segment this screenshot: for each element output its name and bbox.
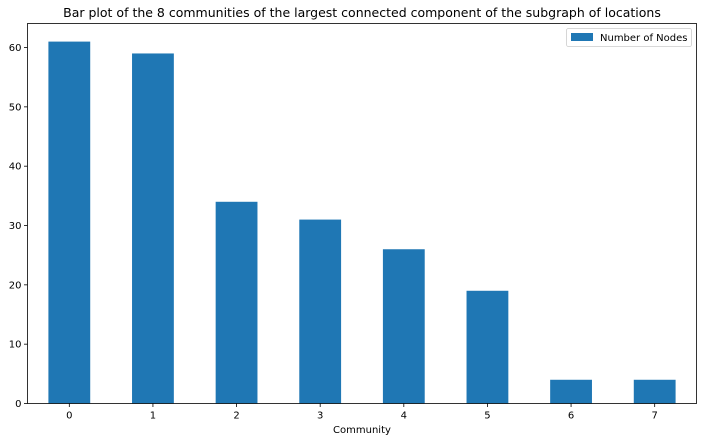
plot-frame: [27, 23, 697, 404]
x-tick-label: 6: [568, 411, 574, 422]
legend-label: Number of Nodes: [600, 33, 687, 44]
bar-community-4: [382, 249, 425, 404]
x-tick-label: 2: [233, 411, 239, 422]
bar-community-6: [550, 379, 592, 404]
y-tick-label: 60: [9, 43, 22, 54]
legend-swatch: [571, 33, 593, 41]
bar-community-7: [633, 379, 676, 404]
y-axis: 0 10 20 30 40 50 60: [9, 43, 28, 410]
bar-community-3: [299, 219, 342, 404]
x-tick-label: 5: [484, 411, 490, 422]
x-tick-label: 4: [401, 411, 407, 422]
y-tick-label: 0: [15, 399, 21, 410]
x-tick-label: 3: [317, 411, 323, 422]
bars-group: [48, 41, 676, 404]
bar-community-0: [48, 41, 91, 404]
bar-community-5: [466, 290, 509, 404]
chart-title: Bar plot of the 8 communities of the lar…: [63, 5, 661, 20]
y-tick-label: 30: [9, 221, 22, 232]
legend-box: [566, 28, 692, 47]
bar-community-2: [215, 201, 258, 404]
x-axis-label: Community: [333, 425, 391, 436]
bar-community-1: [132, 53, 174, 404]
x-tick-label: 0: [66, 411, 72, 422]
y-tick-label: 20: [9, 280, 22, 291]
y-tick-label: 10: [9, 340, 22, 351]
x-tick-label: 1: [150, 411, 156, 422]
legend: Number of Nodes: [566, 28, 692, 47]
y-tick-label: 50: [9, 102, 22, 113]
y-tick-label: 40: [9, 162, 22, 173]
x-tick-label: 7: [652, 411, 658, 422]
x-axis: 0 1 2 3 4 5 6 7: [66, 403, 658, 422]
